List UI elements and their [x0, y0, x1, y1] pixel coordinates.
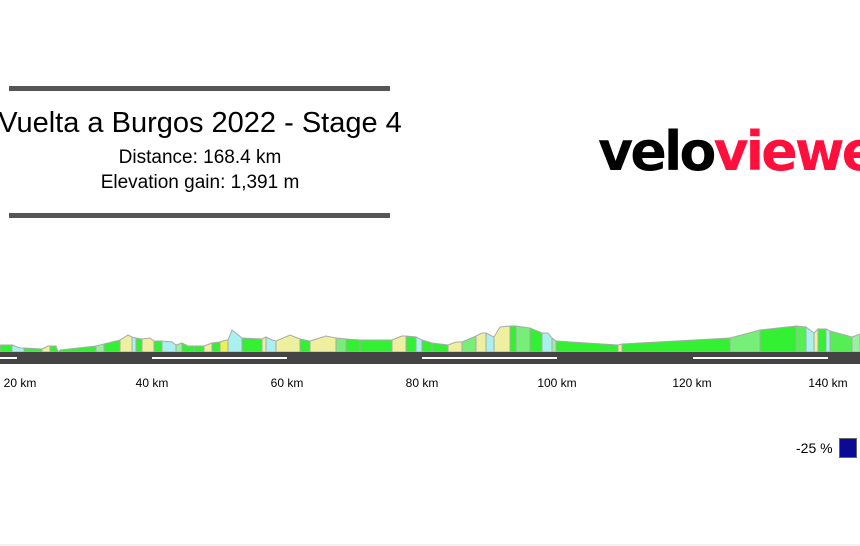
elevation-profile-chart — [0, 325, 860, 364]
x-tick-80km: 80 km — [405, 376, 439, 390]
title-bottom-rule — [9, 213, 390, 218]
x-tick-120km: 120 km — [672, 376, 712, 390]
distance-text: Distance: 168.4 km — [118, 147, 282, 168]
stage-title: Vuelta a Burgos 2022 - Stage 4 — [0, 107, 402, 139]
legend-label: -25 % — [796, 440, 833, 456]
footer-divider — [0, 544, 860, 546]
veloviewer-logo: veloviewer — [598, 122, 860, 182]
x-tick-100km: 100 km — [537, 376, 577, 390]
title-top-rule — [9, 86, 390, 91]
legend-swatch — [838, 438, 857, 458]
gradient-legend: -25 % — [796, 438, 857, 458]
elevation-gain-text: Elevation gain: 1,391 m — [100, 172, 300, 193]
x-tick-20km: 20 km — [3, 376, 37, 390]
x-tick-60km: 60 km — [270, 376, 304, 390]
logo-velo: velo — [598, 120, 716, 183]
logo-viewer: viewer — [713, 120, 860, 183]
x-tick-40km: 40 km — [135, 376, 169, 390]
x-tick-140km: 140 km — [808, 376, 848, 390]
